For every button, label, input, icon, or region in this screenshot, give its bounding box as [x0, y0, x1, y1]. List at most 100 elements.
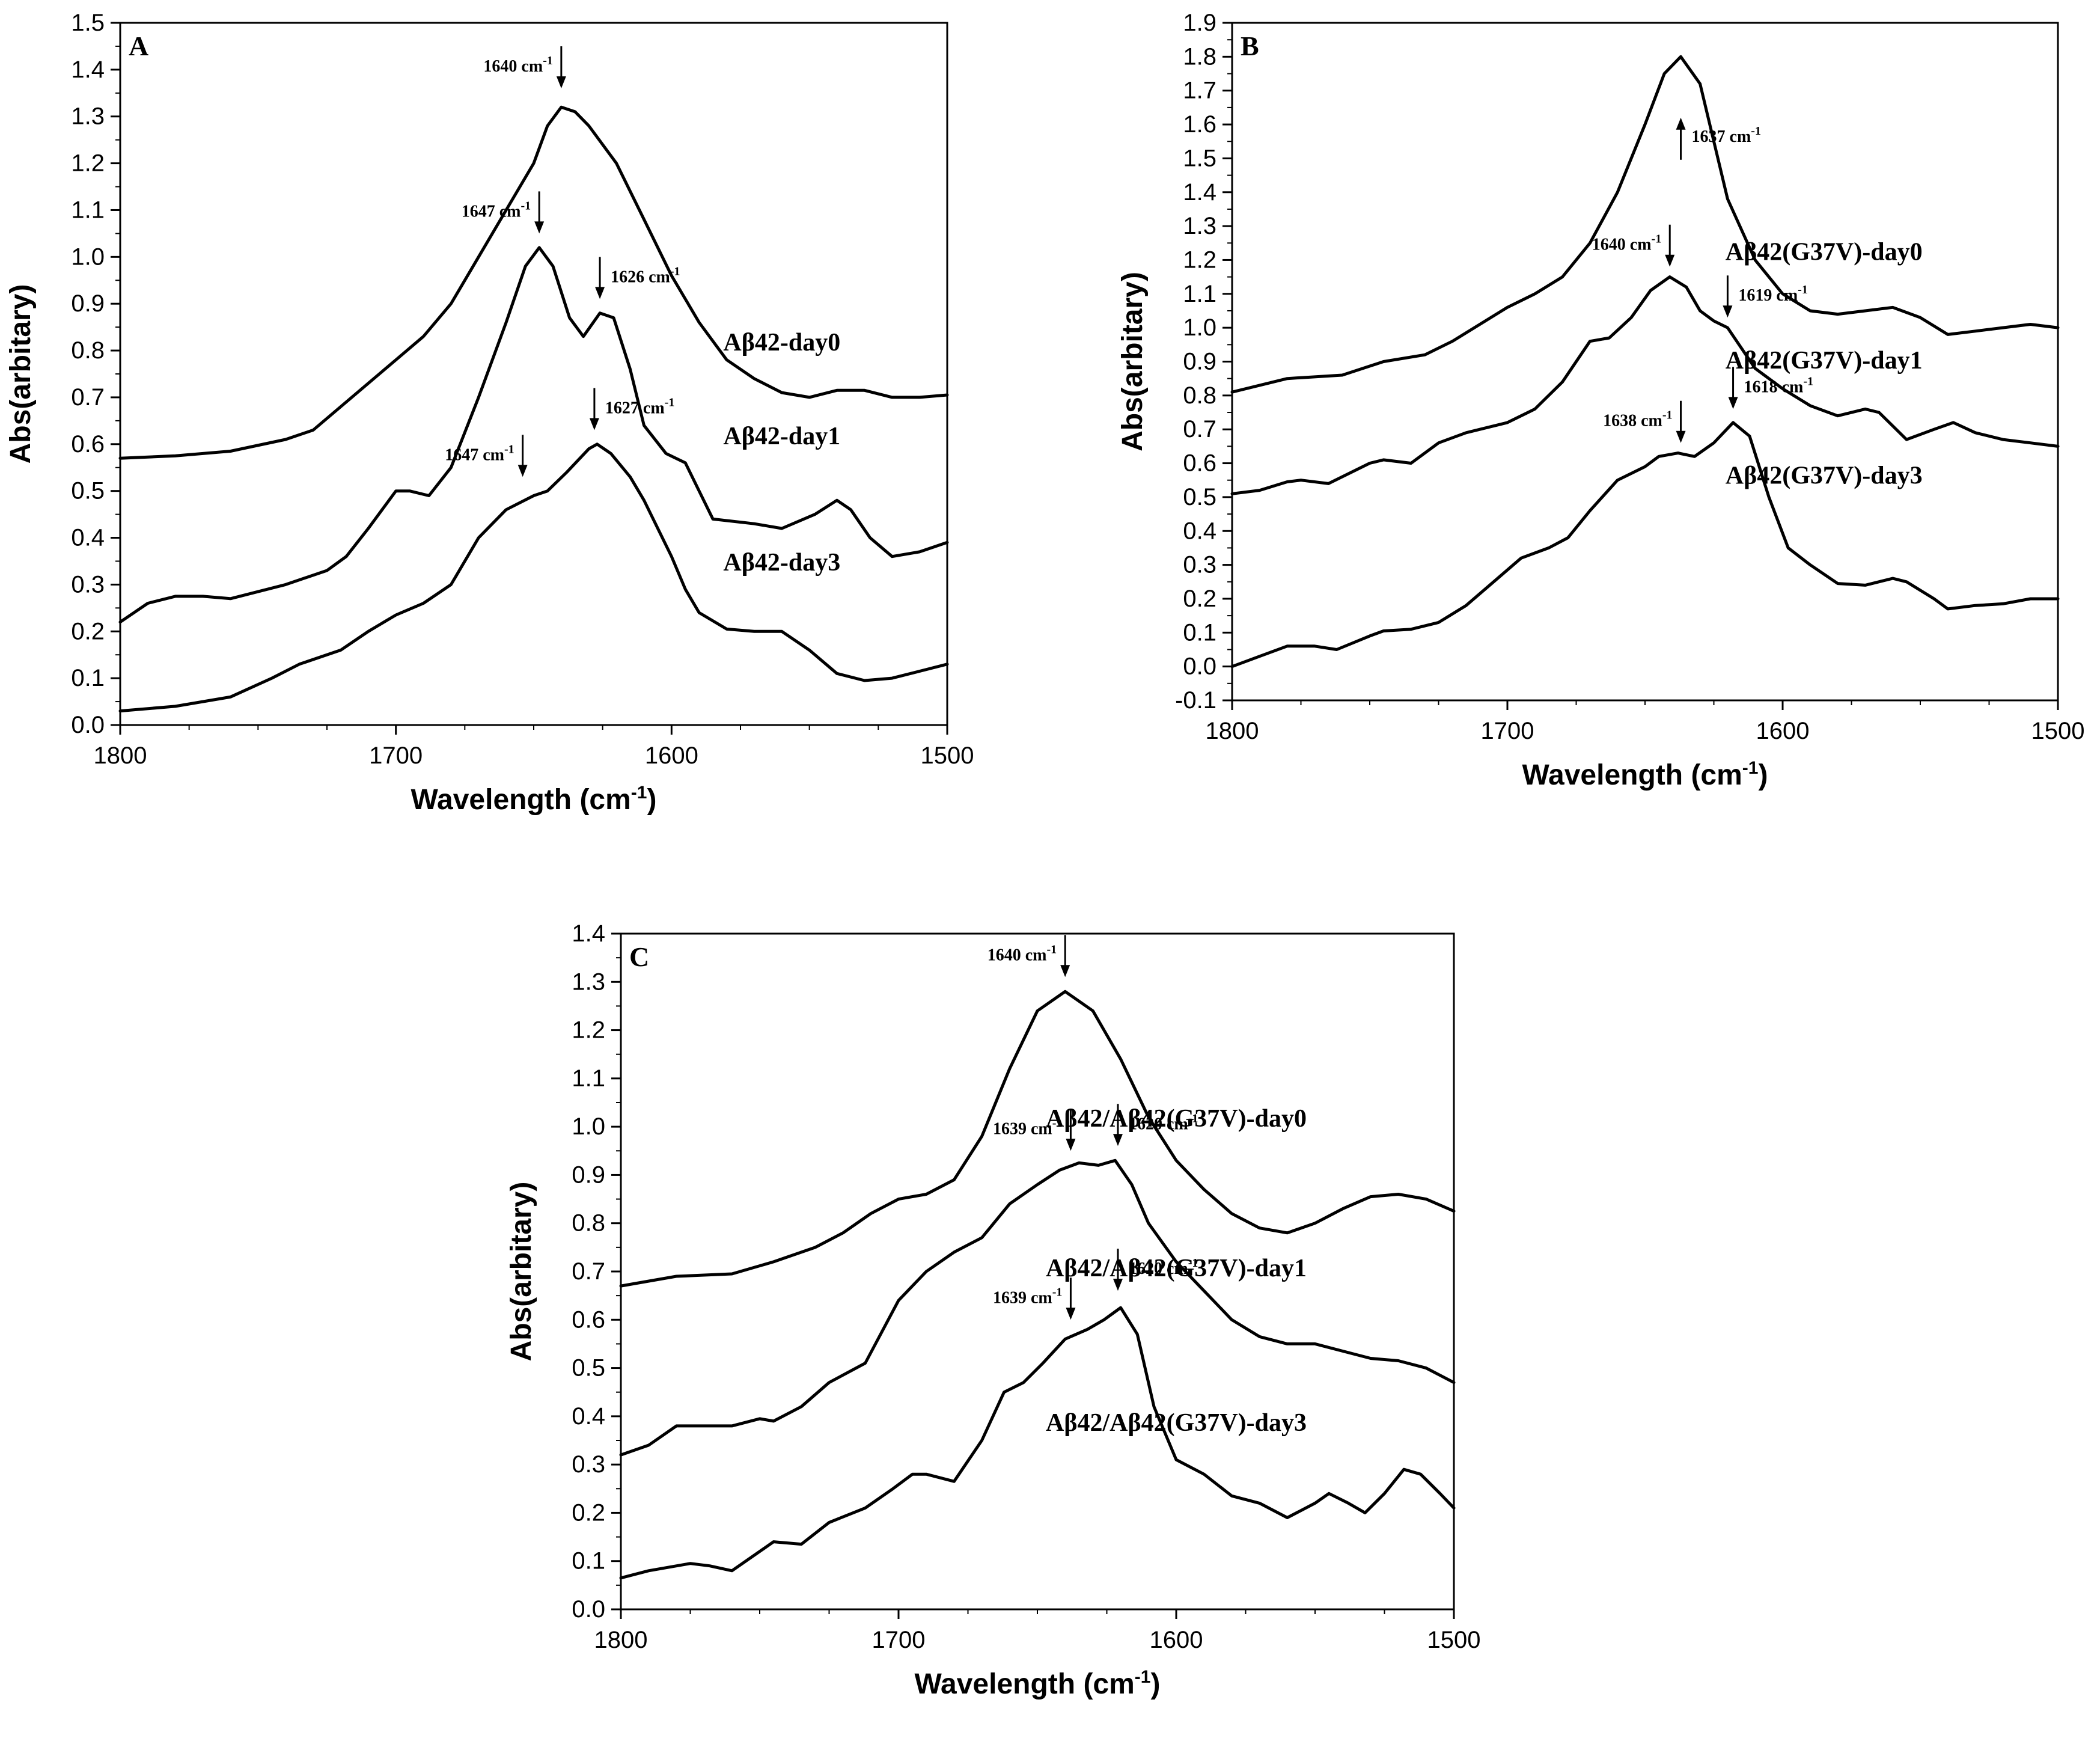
annotation-label: 1626 cm-1: [611, 265, 680, 286]
annotation-label: 1647 cm-1: [445, 442, 514, 464]
y-tick-label: 1.2: [572, 1017, 605, 1044]
x-tick-label: 1700: [872, 1627, 926, 1653]
annotation-arrowhead: [1113, 1279, 1123, 1291]
annotation-label-main: 1619 cm: [1738, 286, 1798, 305]
x-axis-title-end: ): [1758, 759, 1768, 791]
series-label: Aβ42/Aβ42(G37V)-day1: [1046, 1255, 1307, 1282]
y-tick-label: 1.3: [71, 103, 105, 130]
annotation-arrowhead: [1723, 305, 1733, 318]
y-tick-label: 0.7: [572, 1258, 605, 1285]
panel-b: -0.1 0.0 0.1 0.2 0.3 0.4 0.5 0.6 0.7 0.8 0.9 1.0 1.1…: [1117, 10, 2084, 791]
panel-letter: A: [129, 31, 148, 61]
y-tick-label: 0.3: [572, 1451, 605, 1478]
y-tick-label: 0.7: [71, 384, 105, 411]
x-axis-title-main: Wavelength (cm: [411, 784, 631, 816]
annotation-label-main: 1638 cm: [1603, 412, 1662, 430]
annotation-label-main: 1627 cm: [605, 399, 665, 417]
x-tick-label: 1500: [921, 742, 974, 769]
y-tick-label: 1.8: [1183, 43, 1216, 70]
annotation-label-main: 1620 cm: [1129, 1259, 1188, 1278]
annotation-label: 1640 cm-1: [483, 54, 552, 76]
annotation-label: 1620 cm-1: [1129, 1256, 1198, 1278]
annotation-label-main: 1637 cm: [1692, 127, 1751, 146]
annotation-arrowhead: [1665, 254, 1675, 267]
annotation-arrowhead: [1676, 430, 1686, 443]
series-line-2: [118, 246, 949, 624]
annotation-label-sup: -1: [1652, 233, 1662, 246]
panel-letter: B: [1241, 31, 1259, 61]
y-axis-title: Abs(arbitary): [505, 1182, 537, 1362]
panel-letter: C: [629, 941, 649, 972]
x-axis-title-main: Wavelength (cm: [915, 1668, 1135, 1700]
annotation-label-main: 1640 cm: [987, 946, 1047, 964]
y-tick-label: 0.6: [572, 1306, 605, 1333]
annotation-label: 1637 cm-1: [1692, 124, 1761, 146]
annotation-label-main: 1639 cm: [993, 1119, 1052, 1138]
y-tick-label: 0.5: [71, 478, 105, 504]
annotation-arrowhead: [595, 287, 605, 299]
annotation-label-sup: -1: [1751, 124, 1761, 138]
series-label: Aβ42(G37V)-day3: [1726, 462, 1923, 489]
y-tick-label: 1.1: [1183, 281, 1216, 307]
y-tick-label: 0.5: [572, 1355, 605, 1381]
series-line-3: [118, 442, 949, 713]
y-tick-label: 1.5: [71, 10, 105, 36]
x-axis-title-sup: -1: [1742, 758, 1759, 778]
y-tick-label: 1.1: [71, 197, 105, 223]
series-line-1: [619, 990, 1456, 1288]
y-tick-label: 0.1: [71, 665, 105, 691]
annotation-arrowhead: [1676, 117, 1686, 130]
annotation-arrowhead: [1066, 1308, 1076, 1320]
series-label: Aβ42(G37V)-day0: [1726, 238, 1923, 266]
y-tick-label: 0.9: [1183, 349, 1216, 375]
y-tick-label: 1.6: [1183, 111, 1216, 138]
annotation-arrowhead: [1728, 397, 1738, 409]
y-tick-label: 0.0: [572, 1596, 605, 1623]
y-tick-label: 0.5: [1183, 484, 1216, 510]
y-tick-label: 1.2: [71, 150, 105, 177]
x-tick-label: 1700: [1481, 718, 1534, 744]
y-tick-label: 0.1: [1183, 619, 1216, 646]
annotation-label: 1639 cm-1: [993, 1116, 1062, 1138]
annotation-label-main: 1647 cm: [445, 445, 504, 464]
annotation-label-sup: -1: [543, 54, 553, 67]
y-tick-label: 0.0: [1183, 653, 1216, 680]
annotation-label-main: 1618 cm: [1744, 378, 1804, 396]
x-axis-title: Wavelength (cm-1): [1522, 758, 1768, 791]
y-tick-label: 0.9: [71, 290, 105, 317]
y-tick-label: 0.3: [71, 571, 105, 598]
x-tick-label: 1600: [1756, 718, 1810, 744]
annotation-label-sup: -1: [521, 199, 531, 212]
y-tick-label: 0.4: [1183, 518, 1216, 544]
series-line-2: [1230, 275, 2060, 495]
annotation-label-sup: -1: [504, 442, 514, 456]
annotation-label-sup: -1: [1662, 409, 1673, 422]
y-tick-label: -0.1: [1175, 687, 1216, 714]
annotation-label-sup: -1: [665, 396, 675, 409]
x-tick-label: 1500: [2031, 718, 2085, 744]
x-axis-title: Wavelength (cm-1): [411, 783, 657, 816]
y-tick-label: 1.0: [1183, 314, 1216, 341]
series-label: Aβ42/Aβ42(G37V)-day3: [1046, 1409, 1307, 1437]
y-tick-label: 0.8: [1183, 382, 1216, 409]
series-label: Aβ42-day1: [723, 423, 840, 450]
x-axis-title-main: Wavelength (cm: [1522, 759, 1742, 791]
y-tick-label: 0.4: [572, 1403, 605, 1430]
annotation-label: 1618 cm-1: [1744, 375, 1813, 396]
annotation-arrowhead: [1060, 965, 1070, 978]
annotation-label-sup: -1: [1188, 1256, 1198, 1270]
series-label: Aβ42-day3: [723, 549, 840, 577]
annotation-label-sup: -1: [670, 265, 680, 278]
x-tick-label: 1800: [1206, 718, 1259, 744]
x-tick-label: 1500: [1427, 1627, 1481, 1653]
y-tick-label: 1.9: [1183, 10, 1216, 36]
x-tick-label: 1800: [594, 1627, 648, 1653]
annotation-label-main: 1640 cm: [1592, 236, 1652, 254]
annotation-label-main: 1620 cm: [1129, 1115, 1188, 1133]
annotation-label: 1619 cm-1: [1738, 283, 1807, 305]
x-tick-label: 1700: [369, 742, 423, 769]
annotation-arrowhead: [517, 465, 528, 477]
series-line-2: [619, 1158, 1456, 1457]
annotation-label: 1639 cm-1: [993, 1285, 1062, 1307]
